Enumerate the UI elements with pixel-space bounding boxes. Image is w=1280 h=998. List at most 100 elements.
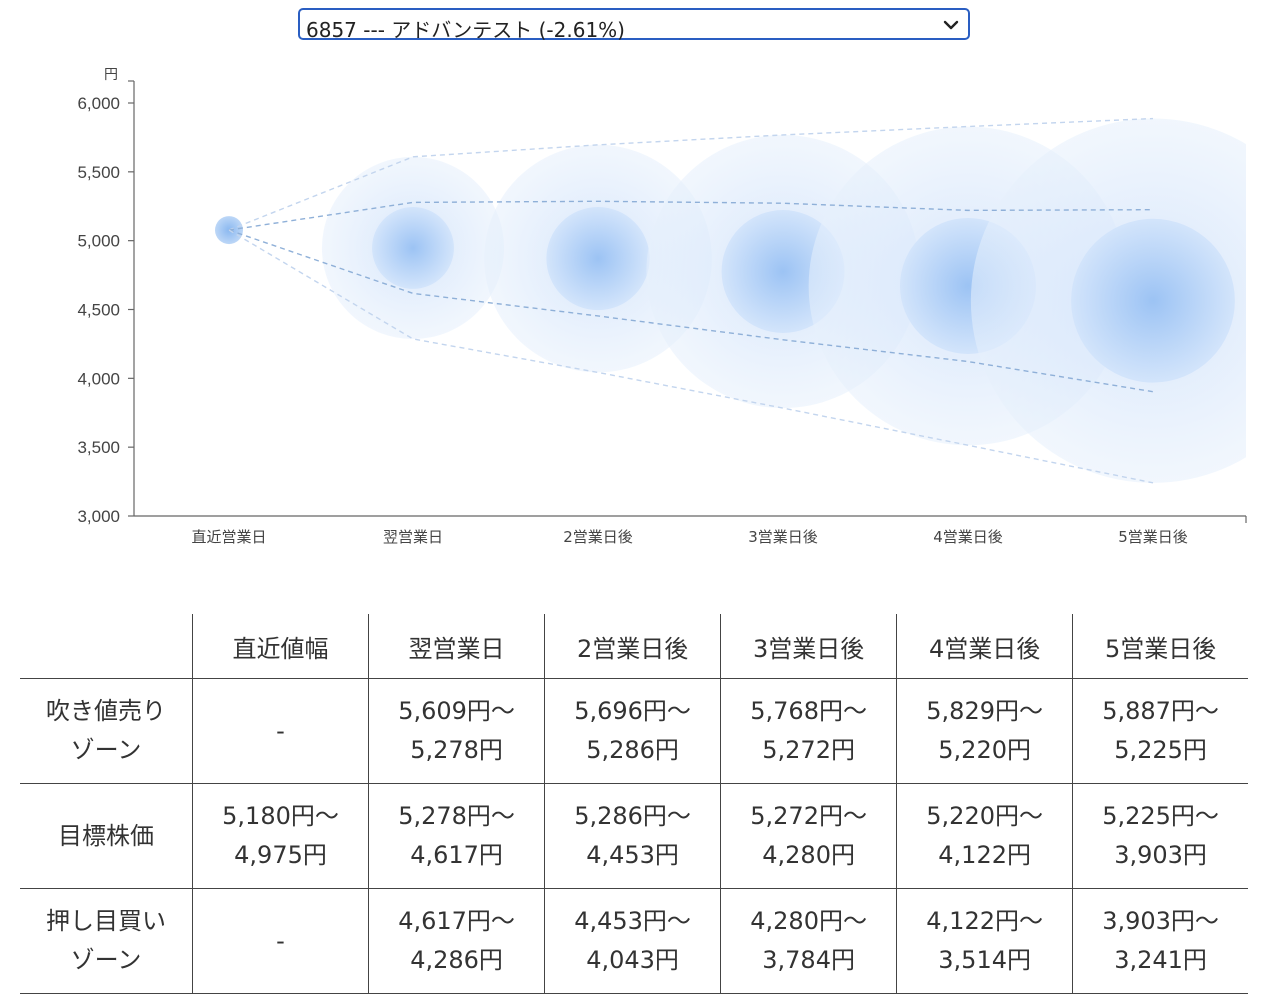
row-label-line: ゾーン bbox=[70, 946, 142, 974]
table-header-cell: 翌営業日 bbox=[368, 614, 546, 679]
guide-lines bbox=[228, 117, 1154, 484]
price-cell-line: 3,903円 bbox=[1114, 841, 1207, 869]
price-cell-line: 5,768円〜 bbox=[750, 697, 867, 725]
table-header-row: 直近値幅 翌営業日 2営業日後 3営業日後 4営業日後 5営業日後 bbox=[20, 614, 1248, 679]
price-cell-line: 4,617円 bbox=[410, 841, 503, 869]
bubble-inner bbox=[372, 207, 454, 289]
row-label-line: ゾーン bbox=[70, 736, 142, 764]
price-cell-line: 5,220円 bbox=[938, 736, 1031, 764]
row-label: 目標株価 bbox=[20, 783, 193, 889]
price-cell-line: 5,887円〜 bbox=[1102, 697, 1219, 725]
price-cell: 3,903円〜 3,241円 bbox=[1072, 888, 1248, 994]
chevron-down-icon bbox=[943, 20, 959, 30]
guide-line-inner-low bbox=[228, 229, 1154, 393]
x-tick-label: 5営業日後 bbox=[1118, 528, 1188, 546]
stock-select[interactable]: 6857 --- アドバンテスト (-2.61%) bbox=[298, 8, 970, 42]
bubble-inner bbox=[1071, 218, 1235, 383]
price-cell-line: 4,453円〜 bbox=[574, 907, 691, 935]
price-cell-line: 4,286円 bbox=[410, 946, 503, 974]
x-tick-label: 3営業日後 bbox=[748, 528, 818, 546]
price-cell-line: 5,286円〜 bbox=[574, 802, 691, 830]
row-label-line: 目標株価 bbox=[58, 821, 154, 850]
table-header-cell: 4営業日後 bbox=[896, 614, 1074, 679]
price-cell-line: 5,829円〜 bbox=[926, 697, 1043, 725]
table-header-cell: 3営業日後 bbox=[720, 614, 898, 679]
x-tick-label: 直近営業日 bbox=[191, 528, 266, 546]
table-header-cell: 5営業日後 bbox=[1072, 614, 1248, 679]
table-row: 吹き値売りゾーン - 5,609円〜 5,278円 5,696円〜 5,286円 5,768… bbox=[20, 678, 1248, 784]
price-cell-line: 5,286円 bbox=[586, 736, 679, 764]
price-cell-line: 5,696円〜 bbox=[574, 697, 691, 725]
forecast-chart: 6,000 5,500 5,000 4,500 4,000 3,500 3,000 直近営業日… bbox=[77, 67, 1247, 546]
row-label-line: 押し目買い bbox=[46, 907, 166, 935]
stock-select-value: 6857 --- アドバンテスト (-2.61%) bbox=[306, 18, 625, 42]
zone-table: 直近値幅 翌営業日 2営業日後 3営業日後 4営業日後 5営業日後 吹き値売りゾ… bbox=[20, 614, 1248, 994]
price-cell-line: 3,514円 bbox=[938, 946, 1031, 974]
price-cell-line: 5,225円 bbox=[1114, 736, 1207, 764]
price-cell: 5,768円〜 5,272円 bbox=[720, 678, 898, 784]
y-tick-label: 5,000 bbox=[77, 232, 120, 251]
price-cell-line: 5,220円〜 bbox=[926, 802, 1043, 830]
price-cell: 5,887円〜 5,225円 bbox=[1072, 678, 1248, 784]
price-cell: 5,696円〜 5,286円 bbox=[544, 678, 722, 784]
price-cell-line: 4,975円 bbox=[234, 841, 327, 869]
price-cell-line: 5,609円〜 bbox=[398, 697, 515, 725]
price-cell-line: 4,453円 bbox=[586, 841, 679, 869]
guide-line-outer-low bbox=[228, 229, 1154, 484]
price-cell-line: 4,280円〜 bbox=[750, 907, 867, 935]
y-tick-label: 6,000 bbox=[77, 94, 120, 113]
price-cell: 4,453円〜 4,043円 bbox=[544, 888, 722, 994]
price-cell-line: 3,784円 bbox=[762, 946, 855, 974]
price-cell-line: - bbox=[276, 716, 285, 745]
price-cell-line: 4,043円 bbox=[586, 946, 679, 974]
y-tick-label: 4,500 bbox=[77, 301, 120, 320]
price-cell-line: 5,272円〜 bbox=[750, 802, 867, 830]
bubble-inner bbox=[546, 206, 650, 311]
row-label: 吹き値売り ゾーン bbox=[20, 678, 193, 784]
price-cell: 5,220円〜 4,122円 bbox=[896, 783, 1074, 889]
table-header-cell: 2営業日後 bbox=[544, 614, 722, 679]
price-cell: 5,829円〜 5,220円 bbox=[896, 678, 1074, 784]
price-cell-line: 5,272円 bbox=[762, 736, 855, 764]
price-cell-line: 4,122円 bbox=[938, 841, 1031, 869]
table-header-cell: 直近値幅 bbox=[191, 614, 370, 679]
stock-selector-wrap: 6857 --- アドバンテスト (-2.61%) bbox=[298, 8, 970, 42]
price-cell-line: 5,225円〜 bbox=[1102, 802, 1219, 830]
price-cell-line: 3,241円 bbox=[1114, 946, 1207, 974]
table-header-corner bbox=[20, 614, 193, 679]
price-cell-line: 5,180円〜 bbox=[222, 802, 339, 830]
price-cell: 5,272円〜 4,280円 bbox=[720, 783, 898, 889]
price-cell: 5,609円〜 5,278円 bbox=[368, 678, 546, 784]
y-tick-label: 3,000 bbox=[77, 507, 120, 526]
price-cell: - bbox=[191, 888, 370, 994]
price-cell-line: 5,278円 bbox=[410, 736, 503, 764]
price-cell: 4,280円〜 3,784円 bbox=[720, 888, 898, 994]
price-cell-line: - bbox=[276, 926, 285, 955]
price-cell: 5,286円〜 4,453円 bbox=[544, 783, 722, 889]
price-cell: 5,180円〜 4,975円 bbox=[191, 783, 370, 889]
price-cell: 4,617円〜 4,286円 bbox=[368, 888, 546, 994]
axes: 6,000 5,500 5,000 4,500 4,000 3,500 3,000 直近営業日… bbox=[77, 80, 1247, 546]
price-cell: 5,225円〜 3,903円 bbox=[1072, 783, 1248, 889]
x-tick-label: 2営業日後 bbox=[563, 528, 633, 546]
price-cell-line: 4,280円 bbox=[762, 841, 855, 869]
table-row: 目標株価 5,180円〜 4,975円 5,278円〜 4,617円 5,286円〜 4,4… bbox=[20, 783, 1248, 889]
x-tick-label: 翌営業日 bbox=[383, 528, 443, 546]
y-axis-unit: 円 bbox=[104, 67, 118, 83]
guide-line-inner-high bbox=[228, 200, 1154, 231]
bubble-layer bbox=[215, 118, 1246, 483]
y-tick-label: 5,500 bbox=[77, 163, 120, 182]
guide-line-outer-high bbox=[228, 117, 1154, 231]
row-label: 押し目買い ゾーン bbox=[20, 888, 193, 994]
price-cell: - bbox=[191, 678, 370, 784]
y-tick-label: 3,500 bbox=[77, 438, 120, 457]
price-cell-line: 4,617円〜 bbox=[398, 907, 515, 935]
row-label-line: 吹き値売り bbox=[46, 697, 166, 725]
table-row: 押し目買いゾーン - 4,617円〜 4,286円 4,453円〜 4,043円 4,280… bbox=[20, 888, 1248, 994]
price-cell-line: 5,278円〜 bbox=[398, 802, 515, 830]
price-cell-line: 4,122円〜 bbox=[926, 907, 1043, 935]
price-cell: 5,278円〜 4,617円 bbox=[368, 783, 546, 889]
y-tick-label: 4,000 bbox=[77, 369, 120, 388]
price-cell: 4,122円〜 3,514円 bbox=[896, 888, 1074, 994]
price-cell-line: 3,903円〜 bbox=[1102, 907, 1219, 935]
